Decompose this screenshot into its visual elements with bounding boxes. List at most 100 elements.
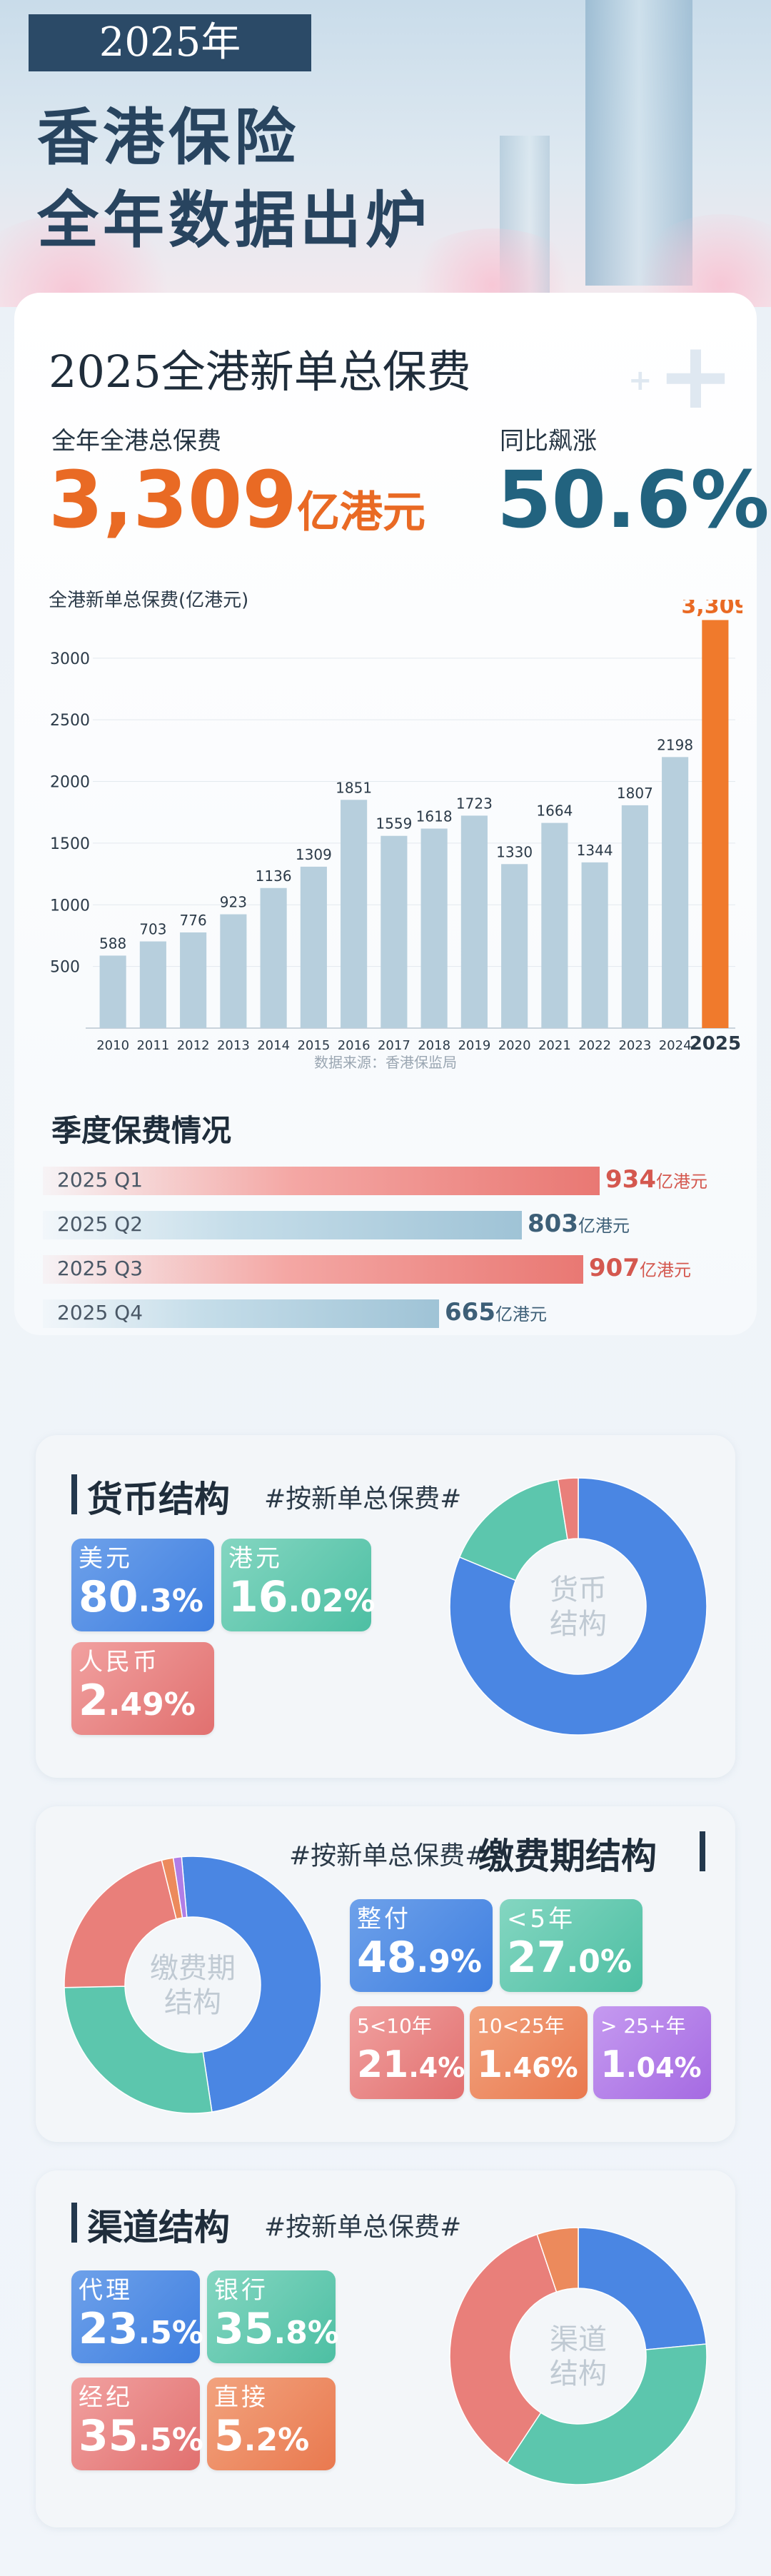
bar-value-label: 1309	[296, 846, 332, 863]
tile-label: 银行	[214, 2276, 268, 2305]
quarter-value: 803亿港元	[528, 1209, 630, 1238]
y-tick-label: 500	[50, 959, 80, 977]
x-tick-label: 2025	[690, 1033, 741, 1055]
tile-label: 人民币	[79, 1648, 160, 1676]
payment-term-panel: #按新单总保费# 缴费期结构 缴费期 结构 整付 48.9% <5年 27.0%…	[36, 1806, 735, 2142]
bar	[220, 914, 247, 1028]
x-tick-label: 2014	[257, 1038, 290, 1053]
x-tick-label: 2021	[538, 1038, 571, 1053]
tile-value: 48.9%	[357, 1933, 482, 1983]
bar	[180, 932, 207, 1028]
bar-value-label: 588	[99, 935, 126, 952]
total-premium-value: 3,309亿港元	[49, 454, 425, 545]
quarter-value: 934亿港元	[605, 1165, 707, 1194]
y-tick-label: 1500	[50, 835, 90, 853]
tile-broker: 经纪 35.5%	[71, 2378, 203, 2470]
x-tick-label: 2017	[378, 1038, 410, 1053]
title-accent-bar	[71, 2203, 77, 2243]
term-donut-chart: 缴费期 结构	[64, 1856, 322, 2114]
bar-value-label: 1559	[376, 815, 412, 832]
y-tick-label: 2000	[50, 774, 90, 792]
tile-label: 5<10年	[357, 2014, 432, 2038]
bar	[341, 800, 368, 1028]
tile-hkd: 港元 16.02%	[221, 1539, 376, 1631]
bar-value-label: 703	[139, 921, 166, 938]
donut-slice	[536, 2227, 579, 2293]
quarter-bar	[43, 1299, 439, 1328]
currency-panel: 货币结构 #按新单总保费# 美元 80.3% 港元 16.02% 人民币 2.4…	[36, 1435, 735, 1778]
donut-slice	[458, 1479, 568, 1581]
x-tick-label: 2020	[498, 1038, 531, 1053]
growth-value: 50.6%	[497, 454, 770, 545]
bar	[99, 955, 126, 1028]
bar-value-label: 1618	[416, 808, 453, 825]
bar-value-label: 776	[180, 912, 207, 929]
plus-decoration: +	[628, 364, 652, 397]
tile-value: 1.04%	[600, 2043, 702, 2086]
x-tick-label: 2018	[418, 1038, 450, 1053]
bar	[139, 941, 166, 1028]
tile-value: 5.2%	[214, 2411, 310, 2461]
bar	[662, 757, 689, 1028]
quarter-label: 2025 Q1	[57, 1168, 143, 1192]
bar-value-label: 1330	[496, 843, 533, 860]
data-source: 数据来源：香港保监局	[314, 1054, 457, 1071]
bar	[381, 835, 408, 1028]
x-tick-label: 2013	[217, 1038, 250, 1053]
total-premium-label: 全年全港总保费	[51, 427, 221, 456]
x-tick-label: 2022	[578, 1038, 611, 1053]
bar-value-label: 1344	[577, 842, 613, 859]
quarter-bar	[43, 1211, 522, 1239]
bar-value-label: 923	[220, 894, 247, 911]
y-tick-label: 2500	[50, 712, 90, 730]
tile-value: 35.5%	[79, 2411, 203, 2461]
currency-title: 货币结构	[87, 1479, 230, 1520]
donut-hole	[126, 1918, 259, 2051]
x-tick-label: 2024	[659, 1038, 692, 1053]
tile-direct: 直接 5.2%	[207, 2378, 336, 2470]
donut-center-label: 结构	[550, 1608, 607, 1641]
quarter-label: 2025 Q3	[57, 1257, 143, 1280]
tile-value: 27.0%	[507, 1933, 632, 1983]
quarter-value: 665亿港元	[445, 1298, 547, 1327]
bar	[621, 805, 648, 1028]
x-tick-label: 2015	[297, 1038, 330, 1053]
overview-card: + + 2025全港新单总保费 全年全港总保费 3,309亿港元 同比飙涨 50…	[14, 293, 770, 1335]
donut-center-label: 结构	[550, 2358, 607, 2390]
quarter-label: 2025 Q4	[57, 1301, 143, 1324]
tile-value: 2.49%	[79, 1676, 196, 1726]
donut-hole	[512, 2290, 645, 2422]
tile-label: 港元	[228, 1544, 283, 1573]
section-title: 2025全港新单总保费	[49, 346, 471, 398]
donut-slice	[449, 2233, 558, 2465]
tile-value: 16.02%	[228, 1572, 376, 1622]
tile-5-to-10: 5<10年 21.4%	[350, 2006, 465, 2099]
bar-value-label: 2198	[657, 736, 693, 753]
y-tick-label: 1000	[50, 897, 90, 915]
bar-value-label: 3,309	[681, 600, 742, 618]
tile-label: 美元	[79, 1544, 133, 1573]
donut-slice	[449, 1477, 707, 1736]
hero-title-line1: 香港保险	[37, 101, 300, 173]
bar	[581, 862, 608, 1028]
tile-value: 1.46%	[477, 2043, 578, 2086]
total-premium-unit: 亿港元	[296, 488, 425, 538]
quarter-label: 2025 Q2	[57, 1212, 143, 1236]
x-tick-label: 2012	[177, 1038, 210, 1053]
donut-slice	[506, 2343, 707, 2485]
tile-label: 直接	[214, 2383, 268, 2412]
bar	[420, 828, 448, 1028]
title-accent-bar	[700, 1831, 705, 1871]
plus-decoration: +	[657, 321, 735, 430]
tile-single-pay: 整付 48.9%	[350, 1899, 493, 1992]
donut-slice	[181, 1856, 322, 2113]
term-subtitle: #按新单总保费#	[289, 1841, 487, 1871]
bar-value-label: 1807	[617, 785, 653, 802]
donut-slice	[64, 1859, 177, 1988]
bar	[702, 620, 729, 1028]
hero-title-line2: 全年数据出炉	[37, 184, 431, 256]
bar	[501, 864, 528, 1028]
donut-hole	[512, 1540, 645, 1673]
bar-value-label: 1723	[456, 795, 493, 812]
quarter-bar	[43, 1255, 583, 1284]
